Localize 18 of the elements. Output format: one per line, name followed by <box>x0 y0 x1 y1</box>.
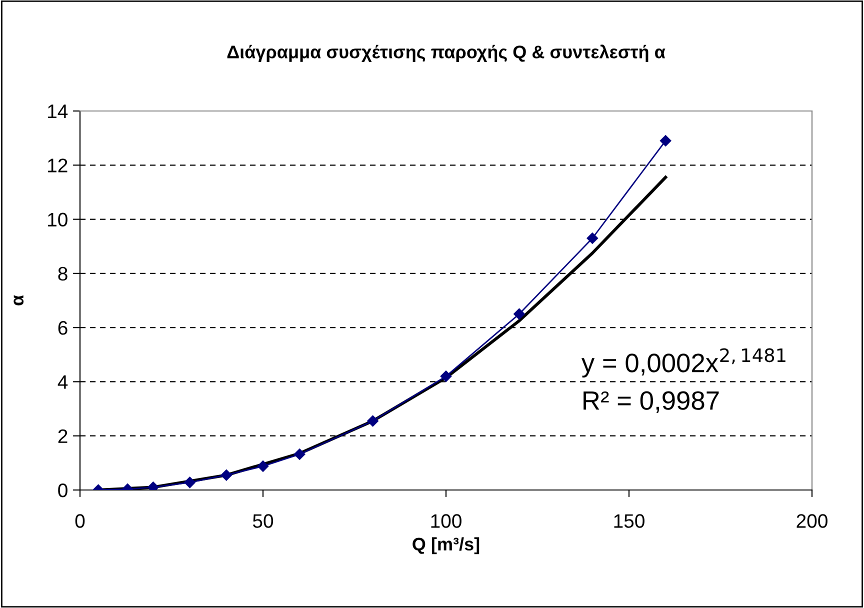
x-tick-label: 0 <box>75 514 85 528</box>
x-tick-label: 150 <box>614 514 644 528</box>
chart-title: Διάγραμμα συσχέτισης παροχής Q & συντελεστή α <box>227 44 666 62</box>
x-tick-label: 50 <box>252 514 274 528</box>
y-tick-label: 12 <box>48 158 68 172</box>
y-tick-label: 4 <box>58 375 68 389</box>
y-tick-label: 6 <box>58 321 68 335</box>
y-tick-label: 14 <box>48 104 68 118</box>
annotation: R² = 0,9987 <box>584 391 719 414</box>
x-axis-title: Q [m³/s] <box>412 537 480 554</box>
y-tick-label: 2 <box>58 429 68 443</box>
y-tick-label: 0 <box>58 483 68 498</box>
y-tick-label: 8 <box>58 266 68 281</box>
x-tick-label: 100 <box>431 514 462 528</box>
annotation: y = 0,0002x$^{2,1481}$ <box>581 348 786 378</box>
y-axis-title: α <box>14 295 24 306</box>
x-tick-label: 200 <box>796 514 828 528</box>
y-tick-label: 10 <box>48 212 68 227</box>
